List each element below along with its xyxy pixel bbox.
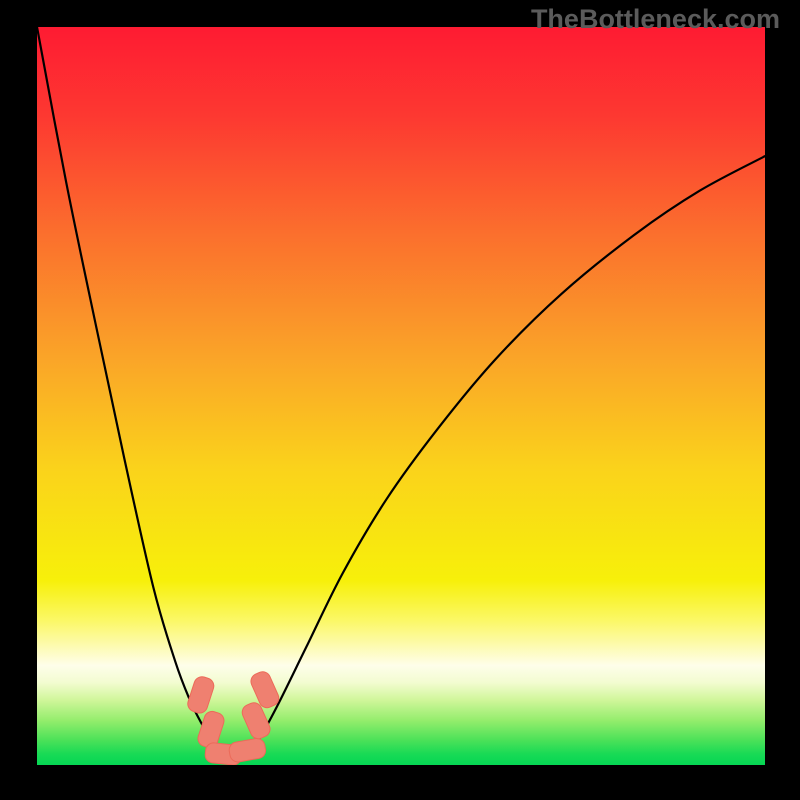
chart-stage: TheBottleneck.com: [0, 0, 800, 800]
gradient-panel: [37, 27, 765, 765]
watermark-text: TheBottleneck.com: [531, 4, 780, 35]
bottleneck-chart: [0, 0, 800, 800]
